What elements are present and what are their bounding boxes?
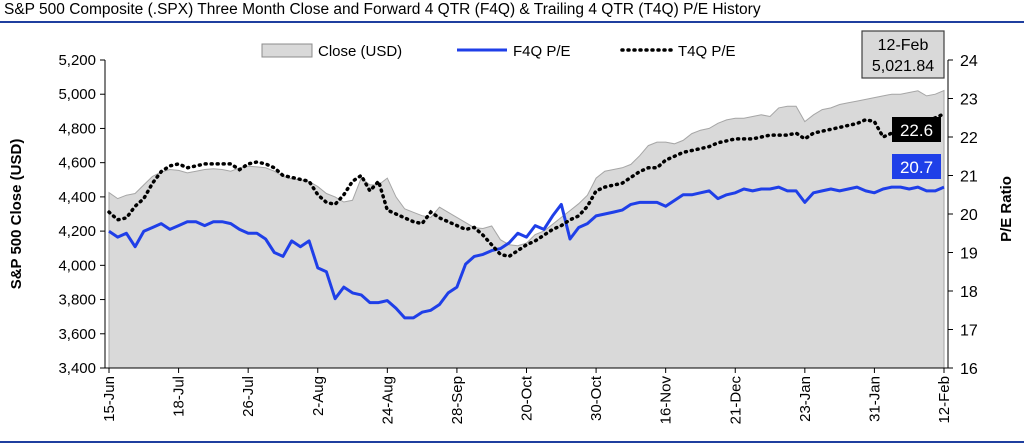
x-tick-label: 31-Jan xyxy=(866,376,883,422)
t4q-end-label-box xyxy=(892,117,941,142)
y-tick-label: 4,000 xyxy=(58,257,96,274)
x-tick-label: 28-Sep xyxy=(449,376,466,424)
title-underline xyxy=(0,21,1024,23)
y2-tick-label: 17 xyxy=(960,323,978,340)
x-tick-label: 2-Aug xyxy=(310,376,327,416)
date-box xyxy=(861,30,945,79)
y2-tick-label: 19 xyxy=(960,246,978,263)
legend-close-label: Close (USD) xyxy=(318,43,402,60)
x-tick-label: 21-Dec xyxy=(727,376,744,425)
y-tick-label: 5,000 xyxy=(58,86,96,103)
y-tick-label: 3,800 xyxy=(58,292,96,309)
y2-tick-label: 24 xyxy=(960,53,978,70)
y-tick-label: 3,600 xyxy=(58,326,96,343)
series-t4q-line xyxy=(107,112,946,259)
x-tick-label: 12-Feb xyxy=(936,376,953,424)
x-tick-label: 20-Oct xyxy=(519,375,536,421)
y2-tick-label: 18 xyxy=(960,284,978,301)
annotations: 12-Feb 5,021.84 22.6 20.7 xyxy=(861,30,945,179)
date-box-date: 12-Feb xyxy=(878,37,929,54)
y2-tick-label: 21 xyxy=(960,169,978,186)
x-tick-label: 24-Aug xyxy=(379,376,396,424)
date-box-close: 5,021.84 xyxy=(872,58,934,75)
pe-lines-group xyxy=(107,112,946,320)
axes-group: 3,400 3,600 3,800 4,000 4,200 4,400 4,600 4,800… xyxy=(8,52,1015,424)
legend: Close (USD) F4Q P/E T4Q P/E xyxy=(261,43,736,60)
chart-title: S&P 500 Composite (.SPX) Three Month Clo… xyxy=(4,1,761,18)
y2-axis-title: P/E Ratio xyxy=(998,176,1015,242)
x-tick-label: 18-Jul xyxy=(171,376,188,417)
y2-tick-label: 16 xyxy=(960,361,978,378)
y-axis-title: S&P 500 Close (USD) xyxy=(8,139,25,290)
y-tick-label: 4,600 xyxy=(58,155,96,172)
legend-close-swatch xyxy=(261,43,313,58)
x-tick-label: 23-Jan xyxy=(797,376,814,422)
y-tick-label: 3,400 xyxy=(58,360,96,377)
legend-f4q-label: F4Q P/E xyxy=(513,43,571,60)
legend-t4q-label: T4Q P/E xyxy=(678,43,736,60)
y2-tick-label: 20 xyxy=(960,207,978,224)
x-tick-label: 15-Jun xyxy=(101,376,118,422)
y-tick-label: 4,200 xyxy=(58,223,96,240)
y-tick-label: 4,800 xyxy=(58,120,96,137)
f4q-end-label: 20.7 xyxy=(900,158,933,177)
f4q-end-label-box xyxy=(892,154,941,179)
y2-tick-label: 23 xyxy=(960,92,978,109)
bottom-rule xyxy=(0,441,1024,443)
t4q-end-label: 22.6 xyxy=(900,121,933,140)
y2-tick-label: 22 xyxy=(960,130,978,147)
y-tick-label: 5,200 xyxy=(58,52,96,69)
x-tick-label: 16-Nov xyxy=(658,376,675,425)
y-tick-label: 4,400 xyxy=(58,189,96,206)
series-f4q-line xyxy=(108,185,945,320)
x-tick-label: 30-Oct xyxy=(588,375,605,421)
x-tick-label: 26-Jul xyxy=(240,376,257,417)
